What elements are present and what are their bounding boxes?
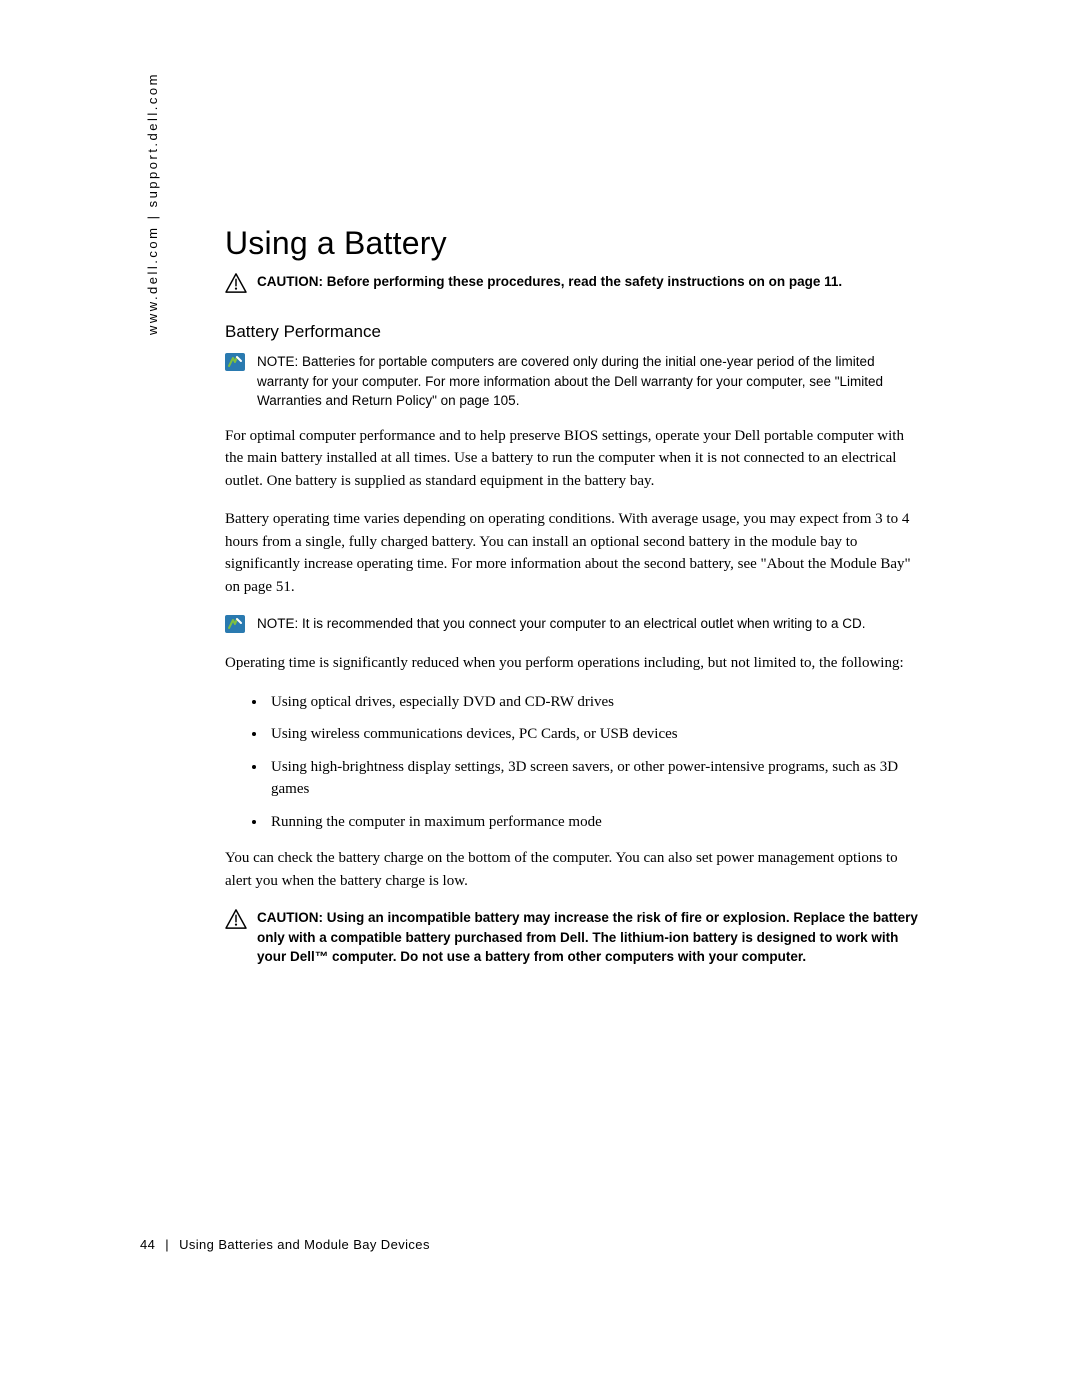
caution-block: CAUTION: Before performing these procedu… xyxy=(225,272,925,298)
caution-text: CAUTION: Before performing these procedu… xyxy=(257,272,925,292)
body-paragraph: Operating time is significantly reduced … xyxy=(225,652,925,675)
caution-body: Using an incompatible battery may increa… xyxy=(257,910,918,964)
note-text: NOTE: It is recommended that you connect… xyxy=(257,614,925,634)
note-body: It is recommended that you connect your … xyxy=(302,616,866,631)
caution-text: CAUTION: Using an incompatible battery m… xyxy=(257,908,925,967)
note-text: NOTE: Batteries for portable computers a… xyxy=(257,352,925,411)
note-body: Batteries for portable computers are cov… xyxy=(257,354,883,408)
note-label: NOTE: xyxy=(257,354,302,369)
footer-divider: | xyxy=(159,1237,175,1252)
caution-body: Before performing these procedures, read… xyxy=(327,274,842,289)
list-item: Using optical drives, especially DVD and… xyxy=(267,691,925,714)
note-block: NOTE: Batteries for portable computers a… xyxy=(225,352,925,411)
note-label: NOTE: xyxy=(257,616,302,631)
page: www.dell.com | support.dell.com Using a … xyxy=(0,0,1080,1397)
list-item: Using wireless communications devices, P… xyxy=(267,723,925,746)
bullet-list: Using optical drives, especially DVD and… xyxy=(225,691,925,834)
content-area: Using a Battery CAUTION: Before performi… xyxy=(225,225,925,967)
footer-section: Using Batteries and Module Bay Devices xyxy=(179,1237,430,1252)
list-item: Running the computer in maximum performa… xyxy=(267,811,925,834)
caution-icon xyxy=(225,908,257,934)
note-icon xyxy=(225,614,257,638)
note-icon xyxy=(225,352,257,376)
page-title: Using a Battery xyxy=(225,225,925,262)
caution-block: CAUTION: Using an incompatible battery m… xyxy=(225,908,925,967)
page-number: 44 xyxy=(140,1237,155,1252)
caution-icon xyxy=(225,272,257,298)
subheading-battery-performance: Battery Performance xyxy=(225,322,925,342)
body-paragraph: You can check the battery charge on the … xyxy=(225,847,925,892)
page-footer: 44 | Using Batteries and Module Bay Devi… xyxy=(140,1237,430,1252)
caution-label: CAUTION: xyxy=(257,910,327,925)
note-block: NOTE: It is recommended that you connect… xyxy=(225,614,925,638)
caution-label: CAUTION: xyxy=(257,274,327,289)
body-paragraph: Battery operating time varies depending … xyxy=(225,508,925,598)
body-paragraph: For optimal computer performance and to … xyxy=(225,425,925,493)
list-item: Using high-brightness display settings, … xyxy=(267,756,925,801)
side-url-text: www.dell.com | support.dell.com xyxy=(145,72,160,335)
